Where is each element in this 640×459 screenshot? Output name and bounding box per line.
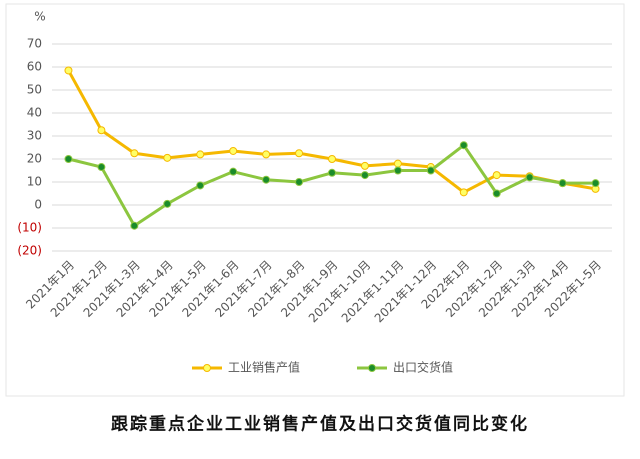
point (295, 149, 304, 158)
point (64, 155, 73, 163)
y-tick-label: 0 (34, 198, 42, 212)
point (130, 221, 139, 230)
y-tick-label: 30 (27, 129, 42, 143)
y-tick-label: 10 (27, 175, 42, 189)
point (229, 146, 238, 155)
point (229, 167, 238, 176)
point (360, 161, 369, 170)
point (64, 66, 73, 75)
point (393, 166, 402, 175)
point (525, 173, 534, 182)
legend-marker (368, 364, 376, 372)
legend-label: 工业销售产值 (228, 360, 300, 375)
point (163, 153, 172, 162)
point (558, 179, 567, 188)
point (295, 178, 304, 186)
legend-label: 出口交货值 (393, 360, 453, 375)
point (459, 141, 468, 150)
point (97, 126, 106, 135)
point (591, 179, 600, 188)
legend-marker (203, 364, 211, 372)
point (328, 155, 336, 163)
chart-border (5, 3, 625, 397)
y-tick-label: 70 (27, 37, 42, 51)
point (97, 163, 106, 172)
point (196, 181, 205, 190)
y-tick-label: 60 (27, 60, 42, 74)
point (262, 150, 271, 159)
chart-title: 跟踪重点企业工业销售产值及出口交货值同比变化 (111, 414, 529, 435)
point (130, 149, 139, 158)
y-tick-label: 40 (27, 106, 42, 120)
y-tick-label: (20) (17, 244, 42, 258)
point (196, 150, 205, 159)
point (426, 166, 435, 175)
y-tick-label: (10) (17, 221, 42, 235)
point (328, 168, 336, 177)
point (459, 188, 468, 197)
point (360, 171, 369, 180)
y-tick-label: 50 (27, 83, 42, 97)
point (393, 159, 402, 168)
point (163, 199, 172, 208)
point (262, 175, 271, 184)
y-tick-label: 20 (27, 152, 42, 166)
point (492, 171, 501, 180)
y-unit: % (34, 10, 45, 24)
point (492, 189, 501, 198)
